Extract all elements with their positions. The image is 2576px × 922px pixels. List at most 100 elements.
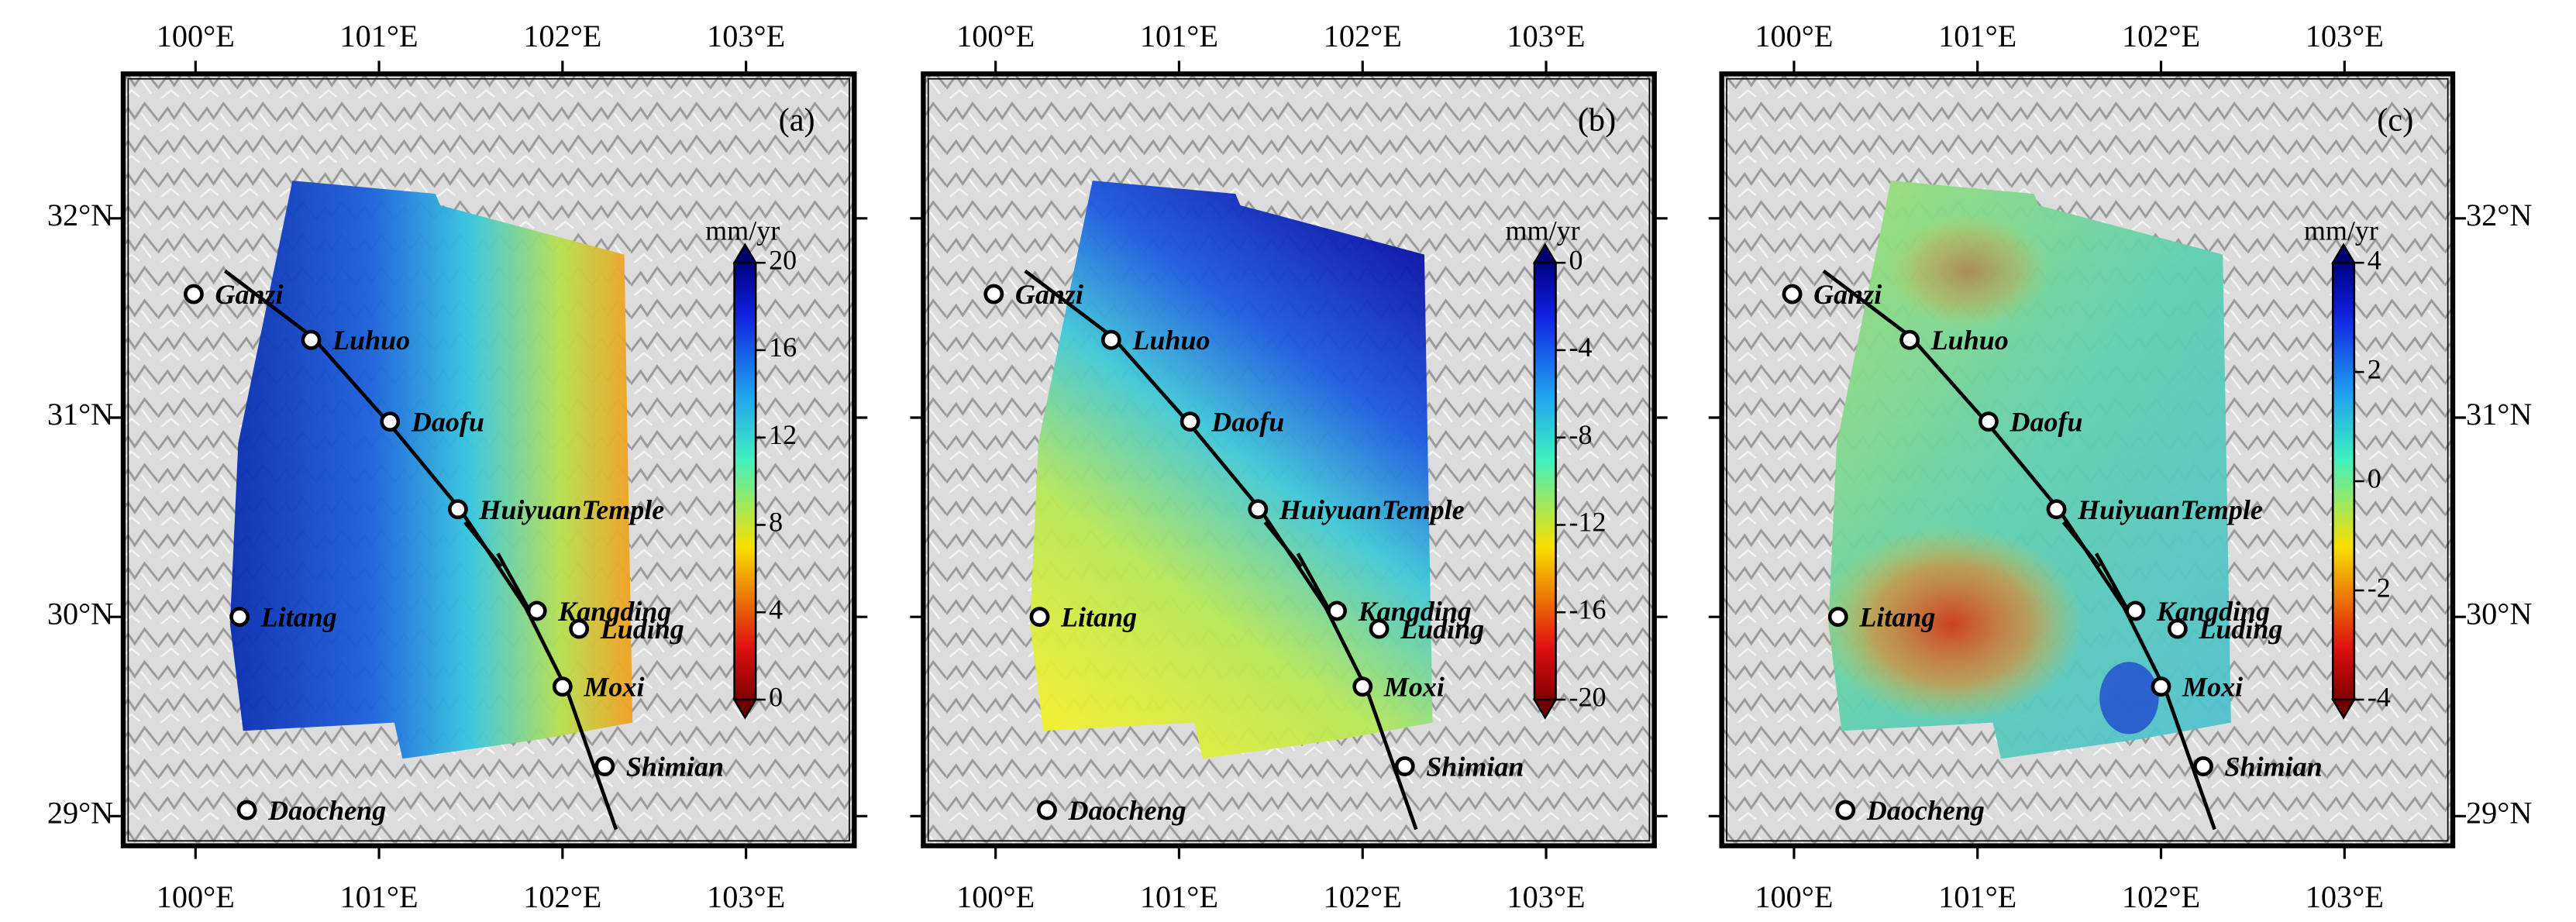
place-marker — [1029, 607, 1050, 628]
place-name: Litang — [260, 602, 337, 633]
colorbar-unit: mm/yr — [2304, 215, 2378, 246]
lon-tick-label: 101°E — [1140, 879, 1218, 914]
place-marker — [229, 607, 250, 628]
place-marker — [380, 411, 401, 432]
map-panel: 100°E 100°E 101°E 101°E 102°E 102°E 103°E 103°E… — [47, 19, 868, 914]
place-name: HuiyuanTemple — [478, 494, 664, 525]
lon-tick-label: 103°E — [2306, 19, 2384, 53]
lon-tick-label: 102°E — [2122, 19, 2200, 53]
place-marker — [594, 756, 615, 776]
fault-line — [2061, 521, 2102, 568]
place-marker — [983, 284, 1004, 304]
colorbar-tick-label: -12 — [1569, 507, 1607, 538]
deformation-field — [1030, 181, 1433, 759]
lon-tick-label: 101°E — [1938, 879, 2016, 914]
colorbar-unit: mm/yr — [705, 215, 780, 246]
lat-tick-label: 31°N — [2466, 397, 2532, 432]
place-name: Luding — [600, 614, 684, 645]
place-marker — [1782, 284, 1803, 304]
place-marker — [1327, 600, 1348, 621]
place-marker — [1835, 800, 1856, 821]
lon-tick-label: 103°E — [1507, 879, 1585, 914]
place-name: Luhuo — [1131, 325, 1210, 356]
map-frame — [1719, 71, 2456, 848]
place-name: Shimian — [1426, 752, 1524, 783]
lon-tick-label: 100°E — [1755, 879, 1833, 914]
place-name: Moxi — [1383, 672, 1445, 703]
colorbar-tick-label: 8 — [769, 507, 783, 538]
lon-tick-label: 101°E — [340, 19, 418, 53]
place-name: Daocheng — [267, 795, 386, 826]
place-name: Daofu — [2009, 407, 2082, 438]
place-name: Moxi — [2182, 672, 2243, 703]
lon-tick-label: 101°E — [1140, 19, 1218, 53]
place-name: Ganzi — [1015, 279, 1083, 310]
place-marker — [1100, 329, 1121, 350]
place-name: Daocheng — [1866, 795, 1985, 826]
place-marker — [183, 284, 204, 304]
fault-line — [1296, 552, 1333, 614]
place-marker — [569, 618, 590, 639]
place-name: Luding — [2198, 614, 2282, 645]
panel-label: (a) — [779, 102, 815, 139]
colorbar-overflow — [1532, 243, 1558, 264]
colorbar — [2331, 261, 2356, 701]
lon-tick-label: 103°E — [707, 19, 785, 53]
lon-tick-label: 100°E — [956, 879, 1035, 914]
deformation-anomaly — [1820, 525, 2084, 723]
lon-tick-label: 101°E — [340, 879, 418, 914]
place-name: Shimian — [626, 752, 724, 783]
place-name: Ganzi — [215, 279, 283, 310]
colorbar — [1533, 261, 1557, 701]
colorbar-tick-label: 0 — [2368, 463, 2381, 494]
place-name: Litang — [1858, 602, 1935, 633]
place-name: Moxi — [583, 672, 644, 703]
place-marker — [1899, 329, 1920, 350]
place-name: HuiyuanTemple — [2077, 494, 2263, 525]
lon-tick-label: 103°E — [707, 879, 785, 914]
colorbar-tick-label: -8 — [1569, 419, 1593, 450]
map-panel: 100°E 100°E 101°E 101°E 102°E 102°E 103°E 103°E… — [1708, 19, 2532, 914]
colorbar-overflow — [732, 243, 758, 264]
lat-tick-label: 30°N — [2466, 596, 2532, 631]
place-marker — [1978, 411, 1999, 432]
map-frame-inner — [927, 77, 1651, 842]
lon-tick-label: 102°E — [523, 19, 601, 53]
colorbar-tick-label: -16 — [1569, 593, 1607, 624]
place-marker — [1180, 411, 1200, 432]
colorbar-tick-label: 2 — [2368, 353, 2381, 384]
place-marker — [2125, 600, 2146, 621]
place-name: HuiyuanTemple — [1279, 494, 1465, 525]
lon-tick-label: 102°E — [2122, 879, 2200, 914]
place-marker — [1394, 756, 1415, 776]
fault-line — [2094, 552, 2131, 614]
lat-tick-label: 29°N — [47, 796, 113, 831]
place-marker — [526, 600, 547, 621]
colorbar-tick-label: -4 — [2368, 681, 2391, 712]
place-name: Daofu — [1211, 407, 1284, 438]
place-marker — [301, 329, 322, 350]
colorbar-tick-label: 0 — [1569, 244, 1583, 275]
place-name: Shimian — [2225, 752, 2323, 783]
deformation-anomaly — [2099, 662, 2159, 735]
place-name: Daocheng — [1068, 795, 1186, 826]
colorbar-tick-label: 12 — [769, 419, 797, 450]
colorbar-underflow — [732, 698, 758, 720]
lat-tick-label: 32°N — [47, 198, 113, 232]
place-marker — [1248, 499, 1269, 520]
colorbar-tick-label: 20 — [769, 244, 797, 275]
deformation-field — [229, 181, 633, 759]
lon-tick-label: 102°E — [1324, 879, 1402, 914]
deformation-anomaly — [1886, 213, 2051, 329]
colorbar-unit: mm/yr — [1506, 215, 1580, 246]
place-marker — [447, 499, 468, 520]
lon-tick-label: 102°E — [523, 879, 601, 914]
panel-label: (b) — [1578, 102, 1616, 139]
map-frame — [120, 71, 857, 848]
place-marker — [236, 800, 257, 821]
colorbar-tick-label: 4 — [2368, 244, 2381, 275]
map-frame — [921, 71, 1657, 848]
colorbar-tick-label: 16 — [769, 332, 797, 363]
lon-tick-label: 100°E — [157, 19, 235, 53]
place-name: Luhuo — [332, 325, 410, 356]
